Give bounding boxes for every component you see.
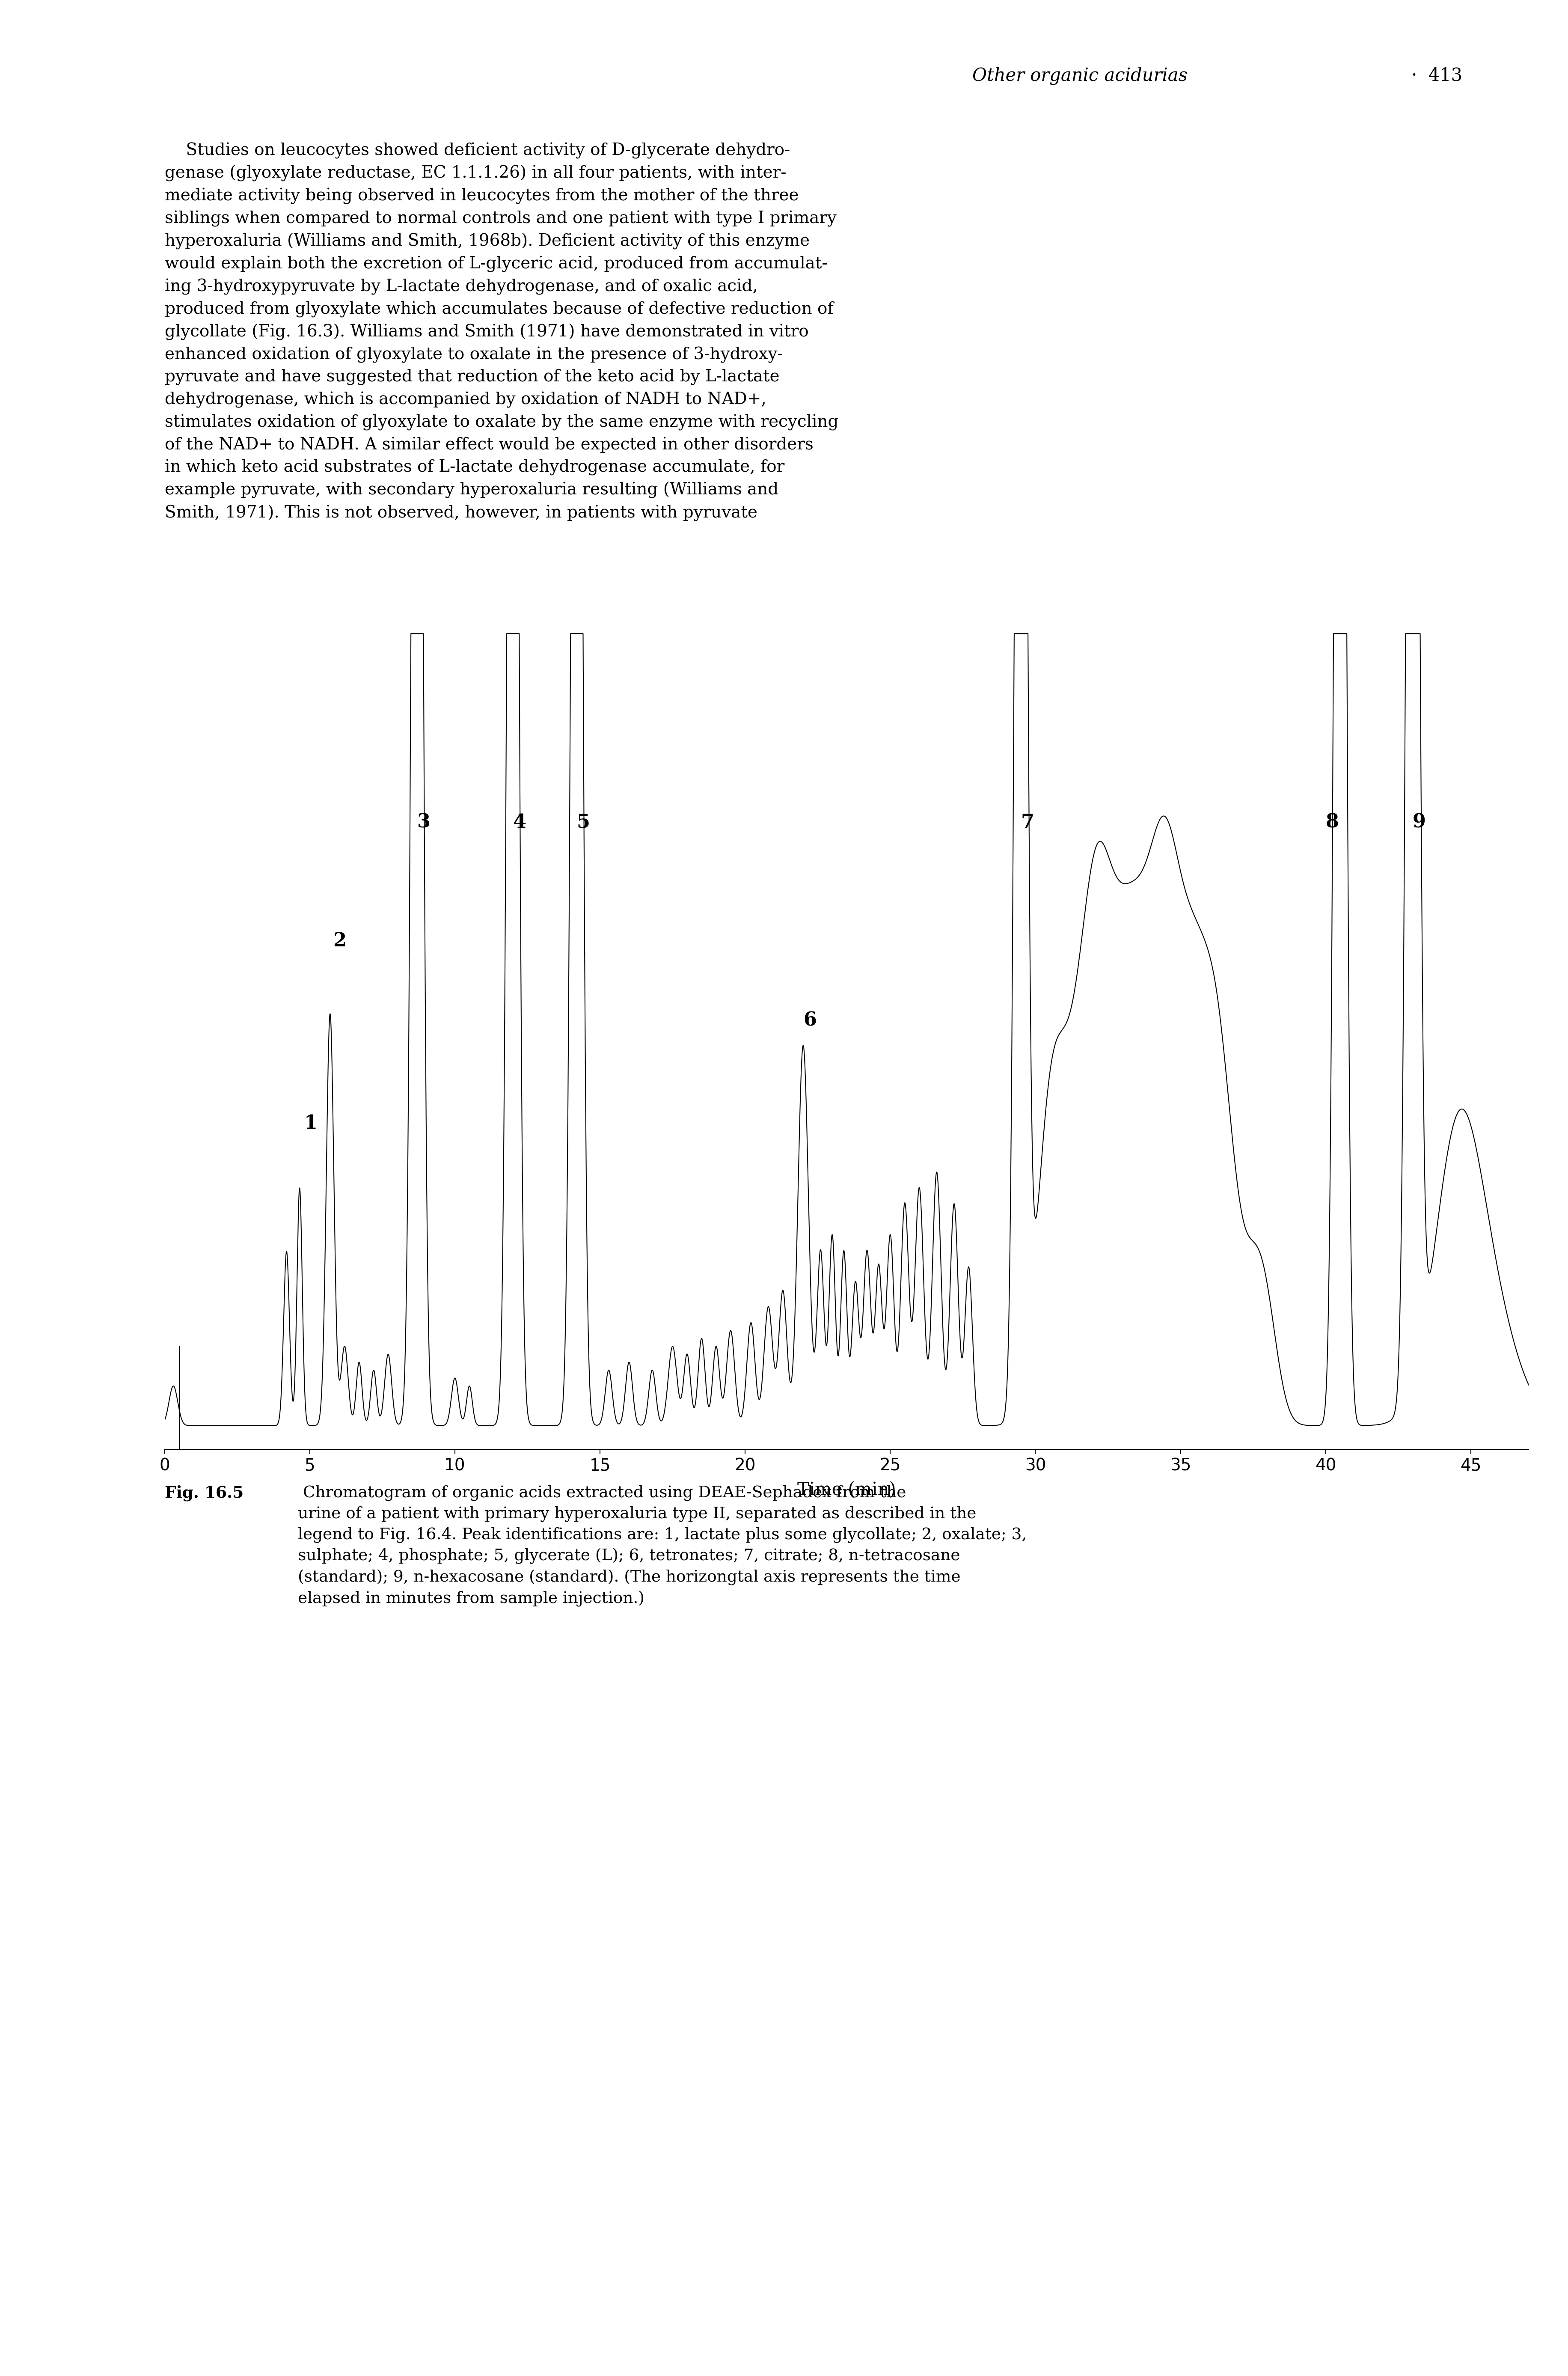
Text: 9: 9	[1413, 813, 1425, 832]
Text: 3: 3	[417, 813, 431, 832]
Text: Chromatogram of organic acids extracted using DEAE-Sephadex from the
urine of a : Chromatogram of organic acids extracted …	[298, 1485, 1027, 1606]
Text: Studies on leucocytes showed deficient activity of D-glycerate dehydro-
genase (: Studies on leucocytes showed deficient a…	[165, 143, 839, 520]
Text: 8: 8	[1325, 813, 1339, 832]
Text: 4: 4	[513, 813, 527, 832]
X-axis label: Time (min): Time (min)	[798, 1480, 895, 1499]
Text: 5: 5	[577, 813, 590, 832]
Text: ·  413: · 413	[1411, 67, 1463, 86]
Text: Fig. 16.5: Fig. 16.5	[165, 1485, 243, 1502]
Text: 7: 7	[1021, 813, 1035, 832]
Text: 1: 1	[304, 1114, 317, 1133]
Text: 2: 2	[332, 931, 347, 950]
Text: 6: 6	[803, 1012, 817, 1029]
Text: Other organic acidurias: Other organic acidurias	[972, 67, 1187, 86]
